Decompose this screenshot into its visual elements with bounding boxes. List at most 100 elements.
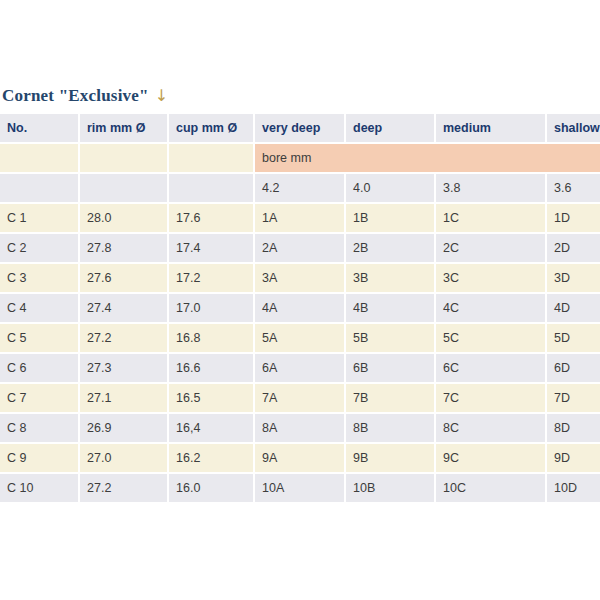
table-row: C 6 27.3 16.6 6A 6B 6C 6D — [0, 354, 600, 382]
bore-row-empty-cell — [0, 144, 78, 172]
cell-cup: 17.0 — [169, 294, 253, 322]
cell-cup: 17.2 — [169, 264, 253, 292]
col-header-cup: cup mm Ø — [169, 114, 253, 142]
cell-very-deep: 3A — [255, 264, 344, 292]
cell-deep: 4B — [346, 294, 434, 322]
cell-cup: 17.6 — [169, 204, 253, 232]
col-header-no: No. — [0, 114, 78, 142]
bore-mm-label-cell: bore mm — [255, 144, 600, 172]
cell-cup: 16.5 — [169, 384, 253, 412]
col-header-very-deep: very deep — [255, 114, 344, 142]
col-header-shallow: shallow — [547, 114, 600, 142]
cell-rim: 27.3 — [80, 354, 167, 382]
cell-very-deep: 7A — [255, 384, 344, 412]
cell-shallow: 9D — [547, 444, 600, 472]
cell-rim: 27.1 — [80, 384, 167, 412]
cell-deep: 9B — [346, 444, 434, 472]
cell-very-deep: 2A — [255, 234, 344, 262]
cell-shallow: 7D — [547, 384, 600, 412]
cell-deep: 1B — [346, 204, 434, 232]
cell-deep: 2B — [346, 234, 434, 262]
cell-shallow: 1D — [547, 204, 600, 232]
cell-no: C 9 — [0, 444, 78, 472]
cell-rim: 27.4 — [80, 294, 167, 322]
cell-shallow: 10D — [547, 474, 600, 502]
bore-value-very-deep: 4.2 — [255, 174, 344, 202]
cell-very-deep: 5A — [255, 324, 344, 352]
cell-rim: 27.2 — [80, 324, 167, 352]
table-row: C 9 27.0 16.2 9A 9B 9C 9D — [0, 444, 600, 472]
cell-shallow: 3D — [547, 264, 600, 292]
bore-value-shallow: 3.6 — [547, 174, 600, 202]
cell-shallow: 2D — [547, 234, 600, 262]
cell-very-deep: 4A — [255, 294, 344, 322]
cell-rim: 28.0 — [80, 204, 167, 232]
cell-shallow: 8D — [547, 414, 600, 442]
cell-very-deep: 6A — [255, 354, 344, 382]
table-row: C 7 27.1 16.5 7A 7B 7C 7D — [0, 384, 600, 412]
cell-no: C 8 — [0, 414, 78, 442]
cell-very-deep: 1A — [255, 204, 344, 232]
cell-deep: 3B — [346, 264, 434, 292]
bore-row: bore mm — [0, 144, 600, 172]
cell-cup: 16.8 — [169, 324, 253, 352]
cell-rim: 27.2 — [80, 474, 167, 502]
bore-values-empty-cell — [80, 174, 167, 202]
cell-medium: 9C — [436, 444, 545, 472]
cell-deep: 7B — [346, 384, 434, 412]
mouthpiece-spec-table: No. rim mm Ø cup mm Ø very deep deep med… — [0, 112, 600, 504]
cell-no: C 7 — [0, 384, 78, 412]
table-row: C 3 27.6 17.2 3A 3B 3C 3D — [0, 264, 600, 292]
down-arrow-icon[interactable]: ↓ — [155, 86, 169, 105]
bore-value-medium: 3.8 — [436, 174, 545, 202]
table-row: C 2 27.8 17.4 2A 2B 2C 2D — [0, 234, 600, 262]
cell-rim: 26.9 — [80, 414, 167, 442]
cell-medium: 4C — [436, 294, 545, 322]
cell-no: C 6 — [0, 354, 78, 382]
cell-cup: 16.0 — [169, 474, 253, 502]
bore-row-empty-cell — [80, 144, 167, 172]
bore-values-empty-cell — [0, 174, 78, 202]
cell-shallow: 5D — [547, 324, 600, 352]
cell-rim: 27.0 — [80, 444, 167, 472]
cell-cup: 16.6 — [169, 354, 253, 382]
cell-no: C 2 — [0, 234, 78, 262]
table-header-row: No. rim mm Ø cup mm Ø very deep deep med… — [0, 114, 600, 142]
cell-medium: 10C — [436, 474, 545, 502]
cell-medium: 6C — [436, 354, 545, 382]
table-row: C 5 27.2 16.8 5A 5B 5C 5D — [0, 324, 600, 352]
bore-values-empty-cell — [169, 174, 253, 202]
cell-no: C 10 — [0, 474, 78, 502]
cell-medium: 3C — [436, 264, 545, 292]
table-row: C 10 27.2 16.0 10A 10B 10C 10D — [0, 474, 600, 502]
col-header-rim: rim mm Ø — [80, 114, 167, 142]
table-row: C 4 27.4 17.0 4A 4B 4C 4D — [0, 294, 600, 322]
page-title-text: Cornet "Exclusive" — [2, 86, 149, 105]
cell-medium: 2C — [436, 234, 545, 262]
cell-no: C 5 — [0, 324, 78, 352]
cell-shallow: 4D — [547, 294, 600, 322]
cell-deep: 8B — [346, 414, 434, 442]
bore-value-deep: 4.0 — [346, 174, 434, 202]
cell-cup: 17.4 — [169, 234, 253, 262]
table-row: C 8 26.9 16,4 8A 8B 8C 8D — [0, 414, 600, 442]
col-header-deep: deep — [346, 114, 434, 142]
col-header-medium: medium — [436, 114, 545, 142]
page: Cornet "Exclusive" ↓ No. rim mm Ø cup mm … — [0, 0, 600, 600]
cell-medium: 5C — [436, 324, 545, 352]
cell-deep: 5B — [346, 324, 434, 352]
cell-cup: 16,4 — [169, 414, 253, 442]
cell-medium: 7C — [436, 384, 545, 412]
cell-rim: 27.8 — [80, 234, 167, 262]
cell-deep: 6B — [346, 354, 434, 382]
cell-very-deep: 8A — [255, 414, 344, 442]
cell-cup: 16.2 — [169, 444, 253, 472]
cell-no: C 1 — [0, 204, 78, 232]
cell-very-deep: 9A — [255, 444, 344, 472]
cell-shallow: 6D — [547, 354, 600, 382]
cell-deep: 10B — [346, 474, 434, 502]
bore-values-row: 4.2 4.0 3.8 3.6 — [0, 174, 600, 202]
cell-very-deep: 10A — [255, 474, 344, 502]
bore-row-empty-cell — [169, 144, 253, 172]
cell-rim: 27.6 — [80, 264, 167, 292]
